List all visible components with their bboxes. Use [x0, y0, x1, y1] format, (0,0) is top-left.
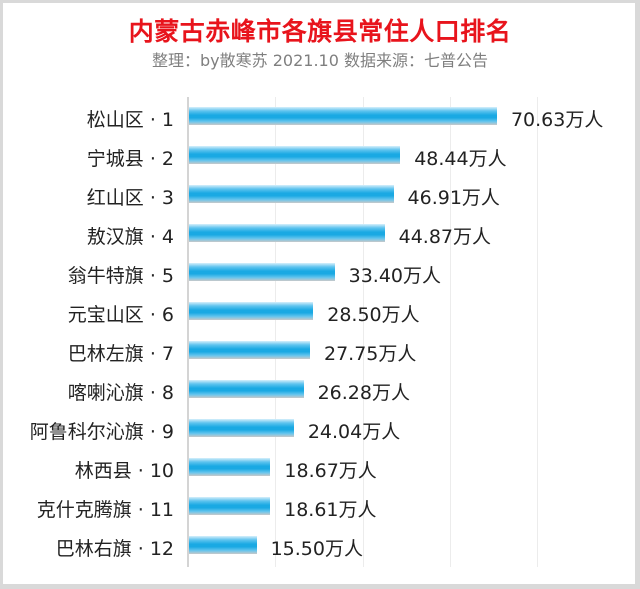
value-label: 70.63万人	[510, 109, 604, 131]
value-label: 48.44万人	[414, 148, 507, 170]
value-label: 44.87万人	[398, 226, 492, 248]
value-label: 18.67万人	[284, 460, 377, 482]
value-label: 46.91万人	[407, 187, 500, 209]
bar-row: 克什克腾旗 · 11 18.61万人	[0, 489, 640, 528]
bar-row: 松山区 · 1 70.63万人	[0, 99, 640, 138]
value-label: 15.50万人	[270, 538, 363, 560]
bar-row: 翁牛特旗 · 5 33.40万人	[0, 255, 640, 294]
bar	[189, 185, 394, 203]
bar	[189, 224, 385, 242]
bar	[189, 302, 314, 320]
category-label: 红山区 · 3	[86, 187, 174, 209]
category-label: 翁牛特旗 · 5	[67, 265, 174, 287]
value-label: 28.50万人	[327, 304, 420, 326]
bar	[189, 497, 271, 515]
bar-row: 敖汉旗 · 4 44.87万人	[0, 216, 640, 255]
category-label: 敖汉旗 · 4	[86, 226, 174, 248]
chart-subtitle: 整理：by散寒苏 2021.10 数据来源：七普公告	[152, 51, 488, 70]
gridline	[537, 97, 538, 567]
category-axis	[187, 97, 189, 567]
category-label: 林西县 · 10	[74, 460, 174, 482]
gridline	[450, 97, 451, 567]
category-label: 元宝山区 · 6	[67, 304, 174, 326]
bar-row: 巴林左旗 · 7 27.75万人	[0, 333, 640, 372]
category-label: 宁城县 · 2	[86, 148, 174, 170]
bar	[189, 107, 497, 125]
gridline	[275, 97, 276, 567]
value-label: 18.61万人	[284, 499, 377, 521]
value-label: 33.40万人	[348, 265, 442, 287]
chart-title: 内蒙古赤峰市各旗县常住人口排名	[128, 17, 512, 46]
category-label: 喀喇沁旗 · 8	[67, 382, 174, 404]
bar	[189, 380, 304, 398]
value-label: 27.75万人	[323, 343, 417, 365]
category-label: 松山区 · 1	[86, 109, 174, 131]
category-label: 阿鲁科尔沁旗 · 9	[29, 421, 174, 443]
category-label: 巴林左旗 · 7	[67, 343, 174, 365]
bar-row: 元宝山区 · 6 28.50万人	[0, 294, 640, 333]
category-label: 克什克腾旗 · 11	[36, 499, 174, 521]
bar	[189, 536, 257, 554]
bar-row: 喀喇沁旗 · 8 26.28万人	[0, 372, 640, 411]
value-label: 24.04万人	[307, 421, 401, 443]
gridline	[363, 97, 364, 567]
bar-row: 巴林右旗 · 12 15.50万人	[0, 528, 640, 567]
bar	[189, 263, 335, 281]
bar-row: 宁城县 · 2 48.44万人	[0, 138, 640, 177]
bar	[189, 341, 310, 359]
bar	[189, 146, 401, 164]
chart-frame	[3, 3, 635, 584]
category-label: 巴林右旗 · 12	[55, 538, 174, 560]
bar	[189, 458, 271, 476]
bar-row: 红山区 · 3 46.91万人	[0, 177, 640, 216]
value-label: 26.28万人	[317, 382, 410, 404]
bar	[189, 419, 294, 437]
bar-row: 林西县 · 10 18.67万人	[0, 450, 640, 489]
bar-row: 阿鲁科尔沁旗 · 9 24.04万人	[0, 411, 640, 450]
